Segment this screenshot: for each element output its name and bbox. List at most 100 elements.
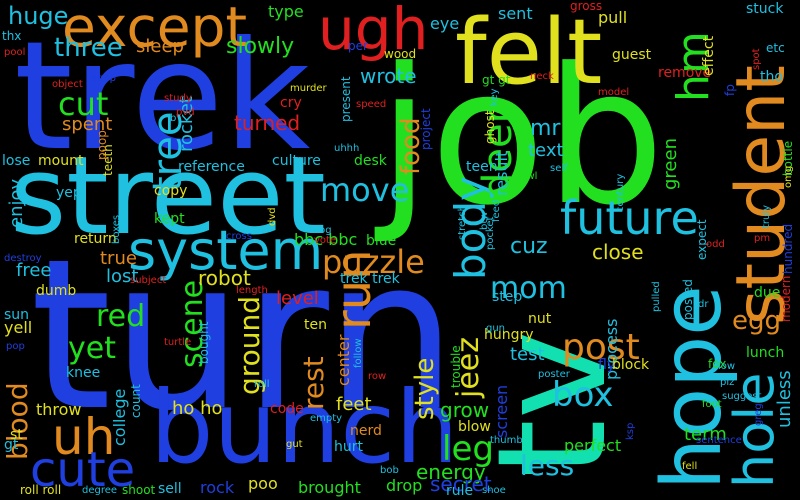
cloud-word: trek trek — [340, 271, 400, 287]
cloud-word: trouble — [449, 345, 463, 388]
cloud-word: posted — [681, 279, 695, 320]
cloud-word: hurt — [334, 439, 363, 455]
cloud-word: pm — [754, 233, 771, 244]
cloud-word: desk — [354, 153, 387, 169]
cloud-word: fell — [682, 461, 698, 472]
cloud-word: system — [128, 219, 324, 282]
cloud-word: key — [489, 88, 500, 106]
cloud-word: omg — [783, 165, 794, 188]
cloud-word: odd — [706, 239, 725, 250]
cloud-word: follow — [353, 338, 364, 369]
cloud-word: feed — [491, 199, 502, 222]
cloud-word: mom — [490, 271, 567, 306]
cloud-word: self — [550, 163, 568, 174]
cloud-word: stuck — [746, 1, 784, 17]
cloud-word: boxes — [111, 214, 122, 244]
cloud-word: center — [334, 334, 353, 386]
cloud-word: lunch — [746, 345, 785, 361]
cloud-word: block — [612, 357, 650, 373]
cloud-word: mr — [530, 116, 561, 141]
cloud-word: century — [615, 173, 626, 212]
cloud-word: uh — [52, 408, 116, 466]
cloud-word: bbc bbc — [294, 230, 358, 249]
cloud-word: bowl — [514, 171, 538, 182]
cloud-word: plz — [720, 377, 735, 388]
cloud-word: three — [54, 33, 123, 63]
cloud-word: dvd — [267, 207, 278, 226]
cloud-word: rocket — [176, 96, 197, 152]
cloud-word: bob — [380, 465, 399, 476]
cloud-word: gross — [570, 0, 603, 13]
cloud-word: pool — [4, 47, 26, 58]
cloud-word: gut — [286, 439, 303, 450]
cloud-word: pull — [598, 8, 628, 27]
cloud-word: fox — [708, 357, 727, 371]
cloud-word: foot — [702, 399, 722, 410]
cloud-word: eye — [430, 14, 460, 33]
cloud-word: roll roll — [20, 483, 62, 497]
cloud-word: lose — [2, 153, 31, 169]
cloud-word: future — [560, 191, 699, 245]
cloud-word: teen — [466, 159, 498, 175]
cloud-word: model — [598, 87, 630, 98]
cloud-word: degree — [82, 485, 118, 496]
cloud-word: spot — [751, 48, 762, 70]
cloud-word: due — [754, 285, 781, 301]
cloud-word: green — [660, 138, 681, 190]
cloud-word: sent — [498, 4, 533, 23]
cloud-word: pulled — [651, 281, 662, 312]
cloud-word: subject — [130, 275, 167, 286]
cloud-word: screen — [492, 384, 511, 438]
cloud-word: stretch — [457, 205, 468, 240]
cloud-word: grow — [440, 398, 490, 422]
cloud-word: return — [74, 231, 117, 247]
cloud-word: dumb — [36, 283, 77, 299]
cloud-word: leg — [442, 429, 494, 469]
cloud-word: shop — [92, 73, 117, 84]
cloud-word: kept — [154, 211, 185, 227]
cloud-word: thx — [2, 29, 22, 43]
cloud-word: roll — [254, 379, 270, 390]
cloud-word: gt — [4, 437, 19, 453]
cloud-word: hungry — [484, 327, 534, 343]
cloud-word: red — [96, 299, 146, 334]
cloud-word: yet — [68, 331, 116, 366]
cloud-word: pvd — [176, 107, 195, 118]
cloud-word: rule — [446, 483, 474, 499]
cloud-word: cute — [30, 442, 136, 498]
cloud-word: greg — [753, 403, 764, 426]
cloud-word: row — [368, 371, 387, 382]
cloud-word: gun — [486, 323, 506, 334]
cloud-word: object — [52, 79, 83, 90]
cloud-word: post — [562, 327, 640, 368]
cloud-word: low — [718, 361, 736, 372]
cloud-word: style — [410, 357, 440, 420]
cloud-word: free — [16, 260, 52, 281]
cloud-word: bunch — [150, 369, 459, 486]
cloud-word: mount — [38, 153, 84, 169]
cloud-word: turn — [30, 215, 458, 457]
cloud-word: count — [129, 384, 143, 418]
cloud-word: neck — [530, 71, 554, 82]
cloud-word: blow — [458, 419, 491, 435]
cloud-word: close — [592, 240, 644, 264]
cloud-word: job — [378, 28, 665, 247]
cloud-word: length — [236, 285, 268, 296]
cloud-word: etc — [766, 41, 785, 55]
cloud-word: truly — [761, 204, 772, 228]
cloud-word: fp — [723, 84, 737, 96]
cloud-word: true — [100, 248, 137, 269]
cloud-word: knee — [66, 365, 101, 381]
cloud-word: modern — [779, 275, 793, 322]
cloud-word: code — [270, 401, 304, 417]
cloud-word: dr — [698, 299, 709, 310]
cloud-word: culture — [272, 153, 321, 169]
cloud-word: yell — [4, 318, 33, 337]
cloud-word: turned — [234, 111, 301, 135]
cloud-word: sell — [158, 481, 182, 497]
cloud-word: tho — [760, 69, 783, 85]
cloud-word: rest — [297, 356, 330, 410]
cloud-word: ghost — [483, 110, 497, 144]
cloud-word: wrote — [360, 64, 417, 88]
